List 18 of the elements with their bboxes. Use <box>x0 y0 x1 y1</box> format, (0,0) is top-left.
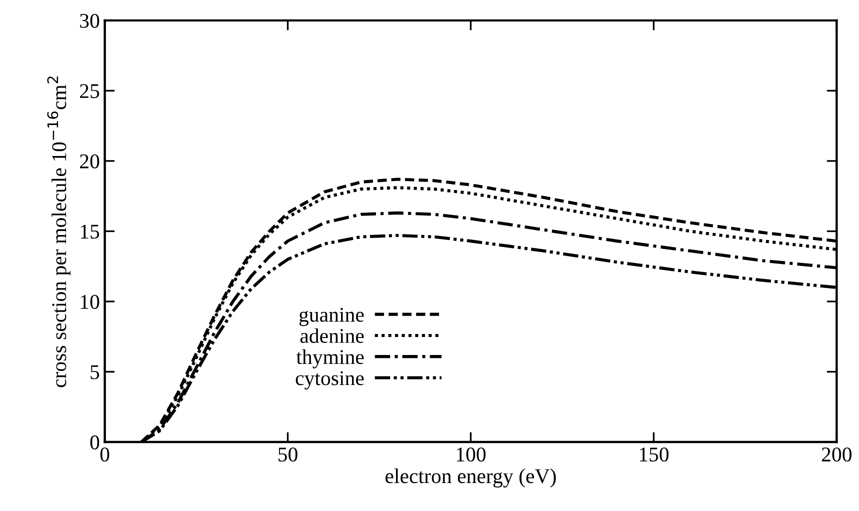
y-tick-label: 25 <box>80 84 100 98</box>
x-axis-title: electron energy (eV) <box>386 468 556 488</box>
y-tick-label: 10 <box>80 294 100 309</box>
legend-label: thymine <box>296 349 364 368</box>
y-tick-label: 5 <box>90 365 100 380</box>
x-tick-label: 150 <box>640 447 669 462</box>
x-tick-label: 0 <box>100 447 110 462</box>
x-tick-label: 100 <box>456 447 486 462</box>
y-tick-label: 0 <box>90 435 100 450</box>
legend-label: guanine <box>299 308 364 326</box>
legend-label: adenine <box>300 328 364 343</box>
legend-label: cytosine <box>296 371 364 390</box>
y-tick-label: 20 <box>80 154 100 168</box>
y-tick-label: 30 <box>80 14 100 28</box>
x-tick-label: 200 <box>822 447 852 462</box>
y-tick-label: 15 <box>80 224 100 239</box>
y-axis-title: cross section per molecule 10$^{−16}$cm$^{2}$ <box>47 76 70 388</box>
x-tick-label: 50 <box>278 447 298 462</box>
